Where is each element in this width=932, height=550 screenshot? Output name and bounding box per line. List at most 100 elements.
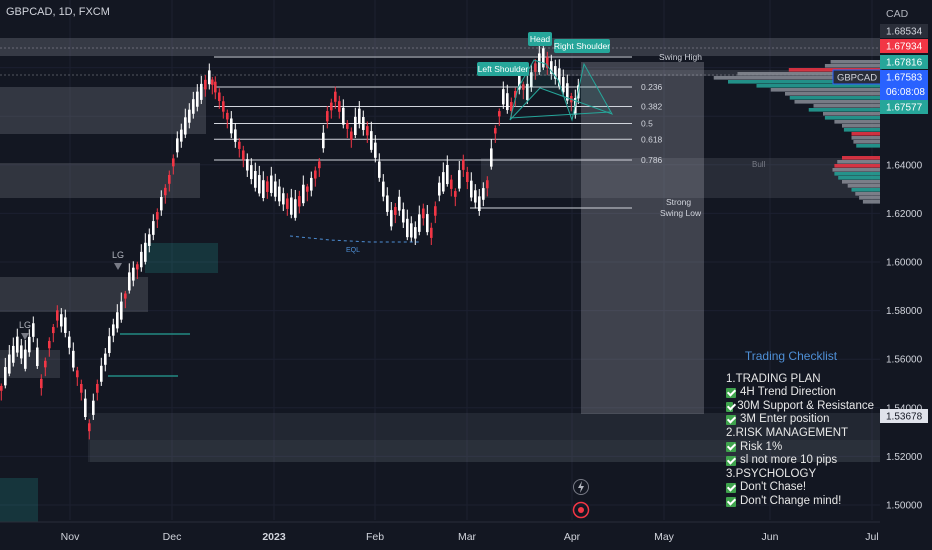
fib-label: 0.618 xyxy=(641,134,663,144)
candles-layer xyxy=(0,38,580,440)
zone-box xyxy=(0,277,148,312)
lg-arrow-icon xyxy=(21,333,29,340)
head-label-box xyxy=(528,32,552,46)
candle-body xyxy=(208,70,211,85)
candle-body xyxy=(120,301,123,320)
candle-body xyxy=(56,310,59,321)
zone-box xyxy=(500,70,880,76)
candle-body xyxy=(402,209,405,223)
candle-body xyxy=(470,180,473,198)
price-tick: 1.50000 xyxy=(886,501,923,512)
candle-body xyxy=(238,141,241,149)
candle-body xyxy=(322,132,325,149)
profile-bar xyxy=(837,160,880,164)
candle-body xyxy=(80,384,83,393)
candle-body xyxy=(164,187,167,196)
candle-body xyxy=(474,190,477,203)
symbol-tag: GBPCAD xyxy=(837,73,877,84)
price-tag: 1.68534 xyxy=(886,27,923,38)
profile-bar xyxy=(830,60,880,64)
candle-body xyxy=(458,170,461,189)
price-tag: 1.67816 xyxy=(886,58,923,69)
time-tick: Nov xyxy=(61,531,80,543)
candle-body xyxy=(490,148,493,167)
checklist-item: Don't Chase! xyxy=(724,481,874,495)
candle-body xyxy=(262,180,265,199)
checkbox-icon xyxy=(726,401,734,412)
price-tag: 1.67583 xyxy=(886,73,923,84)
profile-bar xyxy=(856,144,880,148)
zone-box xyxy=(0,163,200,198)
fib-label: 0.382 xyxy=(641,101,663,111)
candle-body xyxy=(426,214,429,233)
zone-box xyxy=(0,38,880,56)
profile-bar xyxy=(794,100,880,104)
checklist-item: 3M Enter position xyxy=(724,413,874,427)
candle-body xyxy=(290,197,293,215)
candle-body xyxy=(136,264,139,270)
price-axis[interactable]: CAD 1.64000 1.62000 1.60000 1.58000 1.56000 1.… xyxy=(832,0,932,550)
candle-body xyxy=(12,345,15,363)
candle-body xyxy=(222,101,225,112)
candle-body xyxy=(358,108,361,124)
time-tick: Apr xyxy=(564,531,581,543)
checklist-item: Don't Change mind! xyxy=(724,495,874,509)
candle-body xyxy=(211,79,214,85)
candle-body xyxy=(4,367,7,386)
time-tick: Jul xyxy=(865,531,878,543)
candle-body xyxy=(418,214,421,232)
countdown: 06:08:08 xyxy=(886,87,925,98)
candle-body xyxy=(64,317,67,333)
candle-body xyxy=(266,181,269,192)
candle-body xyxy=(542,48,545,68)
profile-bar xyxy=(737,72,880,76)
symbol-title[interactable]: GBPCAD, 1D, FXCM xyxy=(6,6,110,18)
price-tick: 1.54000 xyxy=(886,403,923,414)
time-tick: Mar xyxy=(458,531,477,543)
candle-body xyxy=(242,150,245,160)
candle-body xyxy=(116,312,119,329)
candle-body xyxy=(554,66,557,79)
candle-body xyxy=(52,327,55,334)
candle-body xyxy=(188,109,191,123)
candle-body xyxy=(160,197,163,211)
candle-body xyxy=(16,336,19,353)
zone-box xyxy=(0,478,38,522)
lg-arrow-icon xyxy=(114,263,122,270)
candle-body xyxy=(446,164,449,185)
candle-body xyxy=(76,370,79,378)
profile-bar xyxy=(838,176,880,180)
left-shoulder-label: Left Shoulder xyxy=(478,64,529,74)
candle-body xyxy=(144,242,147,262)
candle-body xyxy=(350,131,353,140)
profile-bar xyxy=(842,156,880,160)
lg-label: LG xyxy=(19,320,31,330)
candle-body xyxy=(278,186,281,202)
checklist-heading: 2.RISK MANAGEMENT xyxy=(726,426,849,439)
candle-body xyxy=(550,61,553,75)
time-axis[interactable]: Nov Dec 2023 Feb Mar Apr May Jun Jul xyxy=(0,521,880,543)
candle-body xyxy=(184,117,187,135)
price-tick: 1.62000 xyxy=(886,209,923,220)
swing-high-label: Swing High xyxy=(659,52,702,62)
candle-body xyxy=(156,212,159,220)
fib-layer: 0.236 0.382 0.5 0.618 0.786 Swing High StrongS… xyxy=(214,52,766,218)
candle-body xyxy=(362,117,365,130)
candle-body xyxy=(68,336,71,348)
eql-line xyxy=(289,235,420,243)
candle-body xyxy=(148,234,151,246)
candle-body xyxy=(180,129,183,142)
candle-body xyxy=(526,83,529,100)
profile-bar xyxy=(855,192,880,196)
checkbox-icon xyxy=(726,415,736,426)
price-tag: 1.67577 xyxy=(886,103,923,114)
candle-body xyxy=(442,172,445,192)
candle-body xyxy=(538,53,541,73)
profile-bar xyxy=(824,64,880,68)
profile-bar xyxy=(847,184,880,188)
candle-body xyxy=(168,174,171,184)
candle-body xyxy=(498,111,501,117)
candle-body xyxy=(482,188,485,200)
candle-body xyxy=(462,159,465,170)
